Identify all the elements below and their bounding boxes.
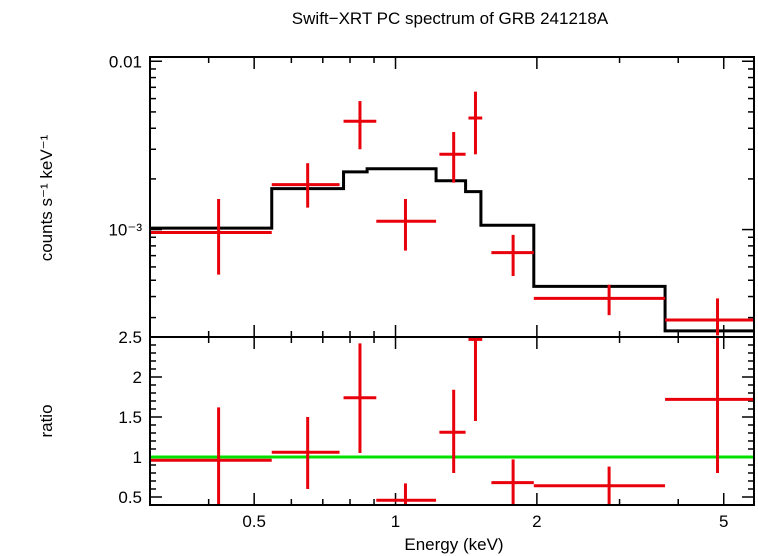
top-y-tick-label: 0.01 <box>109 52 142 71</box>
model-step-line <box>150 167 754 333</box>
x-tick-label: 1 <box>391 512 400 531</box>
bottom-panel-frame <box>149 336 755 506</box>
bottom-y-axis-label: ratio <box>37 404 56 437</box>
bottom-y-tick-label: 1 <box>133 448 142 467</box>
x-tick-label: 2 <box>532 512 541 531</box>
bottom-y-tick-label: 2 <box>133 368 142 387</box>
bottom-y-tick-label: 0.5 <box>118 488 142 507</box>
top-panel-frame <box>149 56 755 338</box>
x-axis-label: Energy (keV) <box>404 535 503 554</box>
x-tick-label: 5 <box>719 512 728 531</box>
top-y-axis-label: counts s⁻¹ keV⁻¹ <box>37 134 56 261</box>
x-tick-label: 0.5 <box>242 512 266 531</box>
chart-title: Swift−XRT PC spectrum of GRB 241218A <box>292 9 609 28</box>
bottom-y-tick-label: 1.5 <box>118 408 142 427</box>
top-y-tick-label: 10⁻³ <box>108 221 142 240</box>
bottom-y-tick-label: 2.5 <box>118 328 142 347</box>
